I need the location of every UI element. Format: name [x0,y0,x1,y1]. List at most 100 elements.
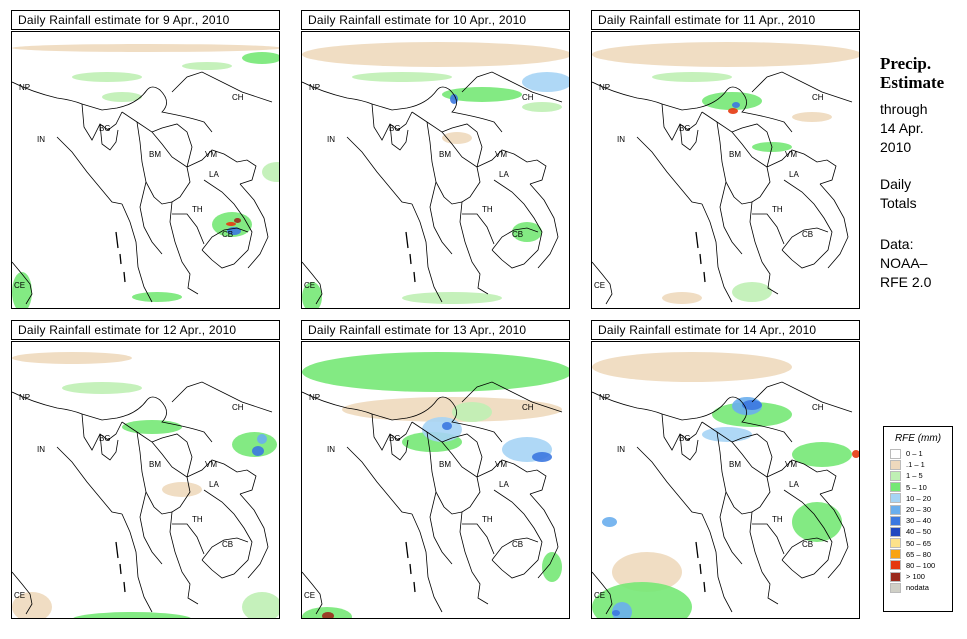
legend-item: .1 – 1 [884,459,952,470]
rainfall-map: NP CH IN BG BM VM LA TH CB CE [301,31,570,309]
country-label: LA [789,170,799,179]
border-line [239,183,269,269]
precip-area [262,162,279,182]
border-line [716,121,753,205]
border-line [751,71,853,103]
precip-area [742,400,762,410]
date-line-2: 2010 [880,139,912,155]
country-label: TH [772,205,783,214]
data-line-3: RFE 2.0 [880,274,932,290]
precip-area [532,452,552,462]
island [115,541,119,559]
rainfall-map: NP CH IN BG BM VM LA TH CB CE [591,341,860,619]
precip-area [452,402,492,422]
country-label: VM [495,460,507,469]
border-line [12,391,213,443]
border-line [819,183,849,269]
border-line [464,551,489,605]
precip-area [102,92,142,102]
border-line [781,179,833,269]
border-line [81,413,123,451]
country-label: CH [812,93,824,102]
border-line [121,111,191,243]
precip-area [314,618,329,619]
border-line [411,203,443,303]
country-label: CE [304,591,315,600]
country-label: BG [99,434,111,443]
country-label: IN [617,135,625,144]
island [405,231,409,249]
border-line [239,493,269,579]
border-line [529,493,559,579]
precip-area [257,434,267,444]
legend-swatch [890,448,901,459]
country-label: CB [222,540,233,549]
country-label: VM [785,460,797,469]
country-label: CE [594,591,605,600]
precip-area [302,282,322,308]
precip-area [12,352,132,364]
border-line [592,391,793,443]
country-label: CB [802,540,813,549]
country-label: IN [37,445,45,454]
island [413,581,416,593]
precip-area [792,112,832,122]
date-text: 14 Apr. 2010 [880,119,924,157]
island [409,253,412,265]
country-borders [12,381,273,615]
island [695,541,699,559]
island [119,563,122,575]
legend-swatch [890,549,901,560]
country-label: NP [19,83,30,92]
country-borders [302,381,563,615]
country-label: TH [192,515,203,524]
precip-area [652,72,732,82]
country-label: BM [149,150,161,159]
legend-swatch [890,515,901,526]
border-line [464,241,489,295]
precip-area [662,292,702,304]
border-line [461,381,563,413]
border-line [751,381,853,413]
precip-layer [302,352,569,619]
rainfall-map: NP CH IN BG BM VM LA TH CB CE [301,341,570,619]
precip-area [442,87,522,102]
country-label: NP [309,83,320,92]
country-label: TH [772,515,783,524]
border-line [781,537,829,561]
panel-title: Daily Rainfall estimate for 11 Apr., 201… [591,10,860,30]
precip-area [592,352,792,382]
precip-area [602,517,617,527]
legend-label: 0 – 1 [906,449,923,459]
border-line [781,227,829,251]
precip-area [442,422,452,430]
precip-area [62,382,142,394]
border-line [411,513,443,613]
border-line [121,203,153,303]
country-label: CE [594,281,605,290]
data-source-text: Data: NOAA– RFE 2.0 [880,235,931,292]
legend-swatch [890,504,901,515]
legend-swatch [890,571,901,582]
border-line [81,103,123,141]
precip-area [242,52,279,64]
legend-label: > 100 [906,572,925,582]
border-line [201,179,253,269]
precip-area [342,397,562,422]
border-line [462,523,495,555]
precip-area [592,42,859,67]
precip-area [852,450,859,458]
legend-item: 40 – 50 [884,526,952,537]
precip-area [352,72,452,82]
precip-area [226,222,236,226]
country-label: BM [439,150,451,159]
border-line [151,123,193,168]
title-line-2: Estimate [880,73,945,92]
country-label: BG [389,434,401,443]
legend-item: 20 – 30 [884,504,952,515]
border-line [389,123,409,151]
border-line [819,493,849,579]
border-line [302,391,503,443]
precip-area [712,402,792,427]
precip-area [612,552,682,592]
